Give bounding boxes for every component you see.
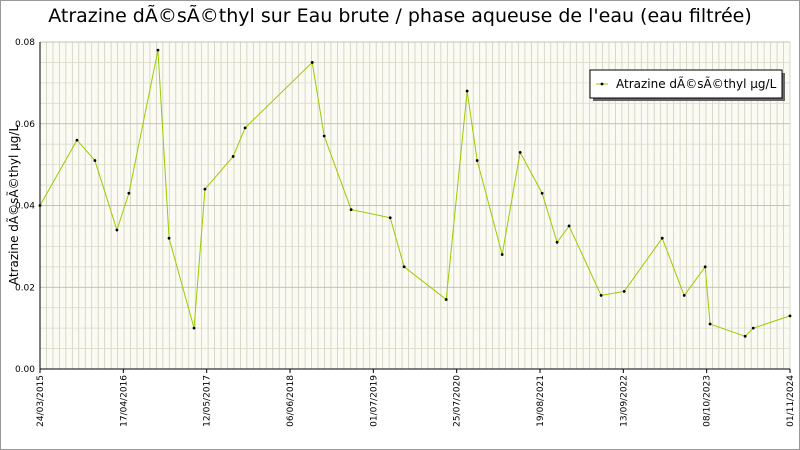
data-point: [231, 155, 235, 158]
chart-title: Atrazine dÃ©sÃ©thyl sur Eau brute / phas…: [48, 4, 752, 27]
data-point: [788, 314, 792, 318]
x-tick-label: 01/07/2019: [369, 375, 379, 427]
y-tick-label: 0.02: [15, 283, 35, 293]
data-point: [703, 265, 707, 269]
legend-marker: [600, 82, 604, 86]
data-point: [243, 126, 247, 130]
data-point: [402, 265, 406, 269]
x-tick-label: 08/10/2023: [703, 375, 713, 427]
x-tick-label: 17/04/2016: [119, 375, 129, 427]
data-point: [660, 236, 664, 240]
data-point: [310, 61, 314, 64]
data-point: [751, 326, 755, 330]
x-tick-label: 01/11/2024: [786, 375, 796, 427]
data-point: [38, 204, 42, 207]
data-point: [743, 334, 747, 338]
data-point: [192, 326, 196, 330]
data-point: [75, 138, 79, 142]
x-tick-label: 24/03/2015: [36, 375, 46, 427]
data-point: [622, 289, 626, 293]
y-axis-label: Atrazine dÃ©sÃ©thyl µg/L: [6, 125, 21, 286]
data-point: [349, 208, 353, 211]
data-point: [167, 236, 171, 240]
legend: [589, 69, 783, 99]
data-point: [203, 187, 207, 191]
data-point: [518, 150, 522, 154]
data-point: [388, 216, 392, 220]
y-tick-label: 0.08: [15, 38, 35, 48]
data-point: [540, 191, 544, 195]
legend-label: Atrazine dÃ©sÃ©thyl µg/L: [616, 76, 777, 91]
data-point: [156, 48, 160, 52]
x-tick-label: 12/05/2017: [203, 375, 213, 427]
x-tick-label: 13/09/2022: [619, 375, 629, 427]
y-tick-label: 0.04: [15, 202, 35, 212]
data-point: [475, 159, 479, 162]
data-point: [599, 294, 603, 297]
data-point: [127, 191, 131, 195]
data-point: [444, 298, 448, 301]
y-tick-label: 0.00: [15, 365, 35, 375]
x-tick-label: 25/07/2020: [453, 375, 463, 427]
data-point: [708, 322, 712, 326]
data-point: [500, 253, 504, 256]
data-point: [567, 224, 571, 228]
data-point: [115, 228, 119, 232]
data-point: [555, 240, 559, 244]
data-point: [93, 159, 97, 162]
y-tick-label: 0.06: [15, 120, 35, 130]
x-tick-label: 06/06/2018: [286, 375, 296, 427]
data-point: [322, 134, 326, 138]
x-tick-label: 19/08/2021: [536, 375, 546, 427]
data-point: [465, 89, 469, 93]
data-point: [682, 294, 686, 297]
